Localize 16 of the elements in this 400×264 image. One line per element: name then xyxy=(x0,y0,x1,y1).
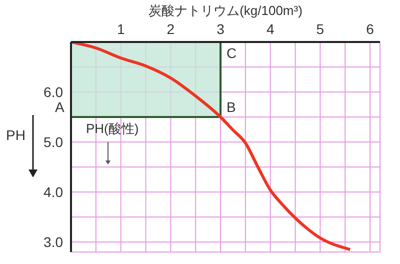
annotation: B xyxy=(226,99,236,115)
y-tick-label: 6.0 xyxy=(44,84,64,100)
x-tick-label: 2 xyxy=(166,21,175,37)
x-tick-label: 5 xyxy=(316,21,324,37)
x-axis-title: 炭酸ナトリウム(kg/100m³) xyxy=(148,3,302,18)
x-tick-label: 6 xyxy=(366,21,374,37)
annotation: PH(酸性) xyxy=(86,120,139,138)
text: A xyxy=(55,99,64,115)
y-axis-title: PH xyxy=(6,127,26,143)
annotation: C xyxy=(226,45,237,61)
x-tick-label: 1 xyxy=(116,21,125,37)
x-tick-label: 3 xyxy=(216,21,225,37)
y-tick-label: 5.0 xyxy=(44,134,64,150)
y-tick-label: 4.0 xyxy=(44,184,64,200)
x-tick-label: 4 xyxy=(266,21,274,37)
y-tick-label: 3.0 xyxy=(44,234,64,250)
